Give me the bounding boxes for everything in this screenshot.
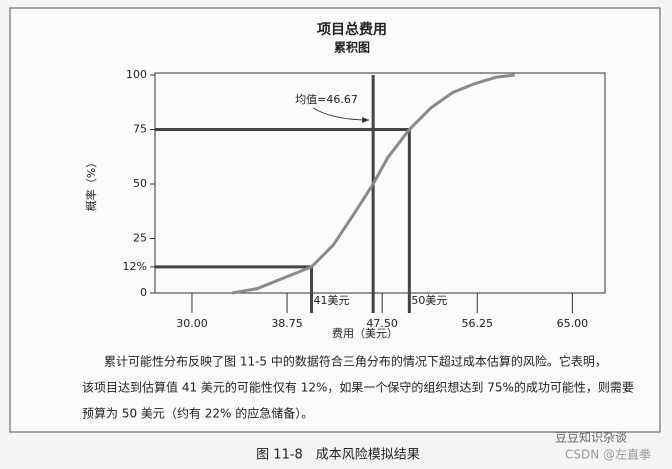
marker-label: 41美元 <box>314 294 350 307</box>
chart-title: 项目总费用 <box>317 21 387 38</box>
frame <box>9 7 661 433</box>
x-tick-label: 30.00 <box>176 317 208 330</box>
watermark: 豆豆知识杂谈 <box>555 431 627 445</box>
y-tick-label: 100 <box>126 68 147 81</box>
chart-subtitle: 累积图 <box>334 40 370 55</box>
marker-label: 50美元 <box>411 294 447 307</box>
x-tick-label: 38.75 <box>271 317 303 330</box>
y-tick-label: 12% <box>123 260 147 273</box>
cumulative-curve <box>231 73 515 295</box>
y-tick-label: 0 <box>140 286 147 299</box>
paragraph-line: 累计可能性分布反映了图 11-5 中的数据符合三角分布的情况下超过成本估算的风险… <box>104 354 607 369</box>
paragraph-line: 该项目达到估算值 41 美元的可能性仅有 12%，如果一个保守的组织想达到 75… <box>82 380 634 395</box>
x-tick-label: 47.50 <box>366 317 398 330</box>
x-axis-label: 费用（美元） <box>332 327 398 340</box>
mean-arrowhead <box>362 117 370 123</box>
paragraph-line: 预算为 50 美元（约有 22% 的应急储备）。 <box>82 406 313 421</box>
plot-area <box>154 72 606 294</box>
caption: 图 11-8 成本风险模拟结果 <box>256 448 420 463</box>
x-tick-label: 65.00 <box>557 317 589 330</box>
x-tick-label: 56.25 <box>462 317 494 330</box>
watermark: CSDN @左直拳 <box>565 447 651 462</box>
y-axis-label: 概率（%） <box>84 157 98 211</box>
mean-label: 均值=46.67 <box>295 93 358 106</box>
y-tick-label: 75 <box>133 123 147 136</box>
y-tick-label: 50 <box>133 177 147 190</box>
y-tick-label: 25 <box>133 232 147 245</box>
